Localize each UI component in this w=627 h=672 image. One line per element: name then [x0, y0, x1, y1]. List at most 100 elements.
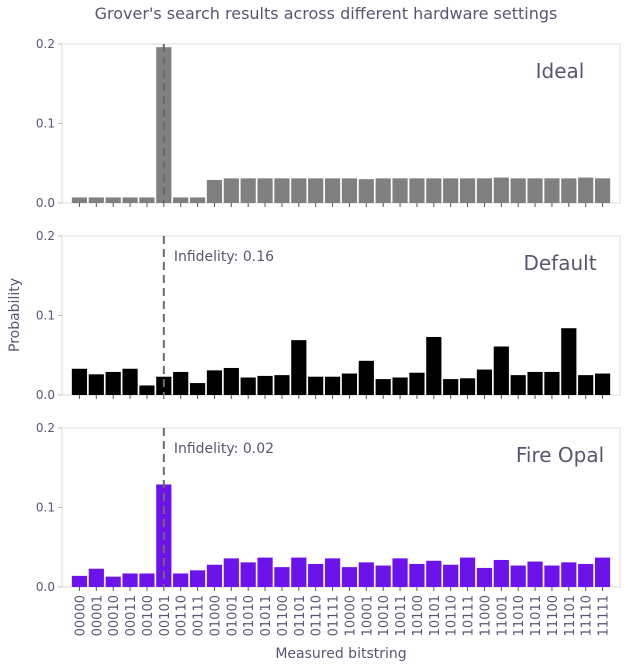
- bar-01011: [257, 557, 273, 587]
- infidelity-annotation: Infidelity: 0.16: [174, 249, 274, 265]
- bar-00000: [71, 575, 88, 587]
- x-tick-label: 00001: [90, 595, 105, 636]
- figure-title: Grover's search results across different…: [95, 4, 558, 23]
- bar-00011: [122, 573, 138, 587]
- x-tick-label: 10110: [445, 595, 460, 636]
- bar-01111: [324, 376, 341, 395]
- bar-01101: [291, 557, 307, 587]
- bar-10011: [392, 377, 408, 395]
- y-tick-label: 0.1: [36, 117, 55, 131]
- bar-11110: [578, 563, 594, 587]
- panel-label: Ideal: [536, 59, 585, 83]
- x-tick-label: 01000: [208, 595, 223, 636]
- bar-01001: [223, 367, 239, 395]
- bar-11000: [476, 567, 493, 587]
- bar-10101: [426, 560, 442, 587]
- y-tick-label: 0.2: [36, 229, 55, 243]
- bar-11100: [544, 178, 560, 203]
- bar-10000: [341, 567, 358, 587]
- x-tick-label: 00000: [73, 595, 88, 636]
- panel-default: 0.0 0.1 0.2 Default Infidelity: 0.16: [36, 229, 621, 402]
- bar-01000: [206, 564, 223, 587]
- bar-11001: [493, 346, 509, 395]
- x-tick-label: 11010: [512, 595, 527, 636]
- bar-10100: [409, 178, 425, 203]
- y-tick-label: 0.2: [36, 37, 55, 51]
- bar-00110: [173, 197, 189, 203]
- x-tick-label: 11101: [563, 595, 578, 636]
- bar-01101: [291, 340, 307, 395]
- bar-10000: [341, 178, 358, 203]
- bar-01000: [206, 370, 223, 395]
- bar-10010: [375, 178, 391, 203]
- bar-10111: [459, 178, 476, 203]
- bar-10100: [409, 372, 425, 395]
- bar-00001: [88, 374, 104, 395]
- x-tick-label: 01001: [225, 595, 240, 636]
- x-tick-label: 11011: [529, 595, 544, 636]
- bar-01100: [274, 178, 290, 203]
- bar-10010: [375, 565, 391, 587]
- bar-10110: [443, 178, 459, 203]
- x-tick-label: 11000: [478, 595, 493, 636]
- x-tick-label: 00111: [192, 595, 207, 636]
- bar-11111: [594, 373, 611, 395]
- bar-00010: [105, 576, 121, 587]
- bar-00100: [139, 385, 155, 395]
- y-tick-label: 0.1: [36, 309, 55, 323]
- bar-10111: [459, 557, 476, 587]
- x-tick-label: 00101: [158, 595, 173, 636]
- bar-00111: [189, 383, 206, 395]
- panels-group: 0.0 0.1 0.2 Ideal 0.0 0.1 0.2 Default Infidelity…: [36, 37, 621, 636]
- bar-10111: [459, 378, 476, 395]
- bar-01111: [324, 178, 341, 203]
- bar-11111: [594, 178, 611, 203]
- x-tick-label: 11100: [546, 595, 561, 636]
- bar-10001: [358, 179, 374, 203]
- bar-01011: [257, 178, 273, 203]
- bar-00111: [189, 197, 206, 203]
- bar-11010: [510, 178, 526, 203]
- bar-10001: [358, 360, 374, 395]
- x-tick-label: 00011: [124, 595, 139, 636]
- bar-01110: [308, 563, 324, 587]
- bar-00100: [139, 573, 155, 587]
- panel-label: Fire Opal: [516, 443, 604, 467]
- bar-00110: [173, 371, 189, 395]
- x-tick-label: 10001: [360, 595, 375, 636]
- bar-00111: [189, 570, 206, 587]
- bar-10010: [375, 379, 391, 395]
- x-tick-label: 01101: [293, 595, 308, 636]
- bar-00011: [122, 368, 138, 395]
- bar-10001: [358, 562, 374, 587]
- bar-11111: [594, 557, 611, 587]
- x-tick-label: 01111: [327, 595, 342, 636]
- bar-11100: [544, 565, 560, 587]
- y-tick-label: 0.2: [36, 421, 55, 435]
- bar-11010: [510, 375, 526, 395]
- bar-10101: [426, 336, 442, 395]
- bar-11001: [493, 559, 509, 587]
- bar-10100: [409, 563, 425, 587]
- y-axis-label: Probability: [7, 278, 23, 352]
- panel-label: Default: [523, 251, 596, 275]
- x-tick-label: 01011: [259, 595, 274, 636]
- x-tick-label: 11111: [597, 595, 612, 636]
- bar-01111: [324, 558, 341, 587]
- bar-01000: [206, 179, 223, 203]
- x-tick-label: 10000: [343, 595, 358, 636]
- x-tick-label: 01110: [310, 595, 325, 636]
- bar-11011: [527, 371, 543, 395]
- x-tick-label: 11110: [580, 595, 595, 636]
- bar-00110: [173, 573, 189, 587]
- bar-00010: [105, 197, 121, 203]
- bar-01100: [274, 567, 290, 587]
- x-axis-label: Measured bitstring: [275, 646, 406, 662]
- x-tick-label: 01010: [242, 595, 257, 636]
- bar-00011: [122, 197, 138, 203]
- bar-01010: [240, 377, 256, 395]
- bar-01110: [308, 178, 324, 203]
- panel-ideal: 0.0 0.1 0.2 Ideal: [36, 37, 621, 210]
- bar-10011: [392, 178, 408, 203]
